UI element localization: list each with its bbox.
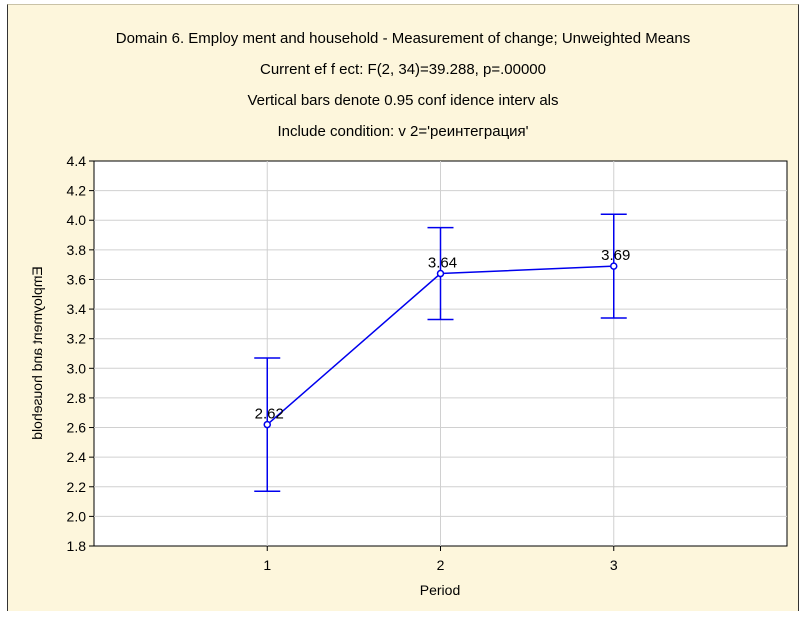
y-tick-label: 3.8 [67, 242, 87, 258]
x-tick-label: 2 [437, 557, 445, 573]
y-tick-label: 3.6 [67, 271, 87, 287]
data-labels: 2.62 3.64 3.69 [255, 247, 631, 422]
x-axis: 1 2 3 [263, 546, 618, 573]
data-points [263, 262, 618, 429]
y-tick-label: 3.0 [67, 360, 87, 376]
y-tick-label: 3.4 [67, 301, 87, 317]
chart-frame: Domain 6. Employ ment and household - Me… [7, 4, 799, 611]
y-axis-label: Employment and household [29, 266, 45, 440]
data-label: 3.64 [428, 255, 457, 272]
chart-subtitle-effect: Current ef f ect: F(2, 34)=39.288, p=.00… [259, 61, 546, 78]
data-point [263, 420, 271, 429]
grid-lines [94, 161, 787, 546]
chart-subtitle-condition: Include condition: v 2='реинтеграция' [277, 123, 529, 140]
data-label: 2.62 [255, 406, 284, 423]
y-tick-label: 2.2 [67, 479, 87, 495]
y-tick-label: 2.8 [67, 390, 87, 406]
x-tick-label: 1 [263, 557, 271, 573]
y-tick-label: 4.0 [67, 212, 87, 228]
y-tick-label: 4.2 [67, 183, 87, 199]
x-axis-label: Period [420, 582, 460, 598]
data-point [610, 262, 618, 270]
y-tick-label: 2.0 [67, 508, 87, 524]
x-tick-label: 3 [610, 557, 618, 573]
chart-subtitle-ci: Vertical bars denote 0.95 conf idence in… [247, 92, 559, 109]
y-tick-label: 2.6 [67, 420, 87, 436]
y-axis: 1.8 2.0 2.2 2.4 2.6 2.8 3.0 3.2 3.4 3.6 3.8 4.0 4.2 4… [67, 153, 94, 554]
line-chart: 1.8 2.0 2.2 2.4 2.6 2.8 3.0 3.2 3.4 3.6 3.8 4.0 4.2 4… [29, 153, 788, 598]
y-tick-label: 2.4 [67, 449, 87, 465]
data-point [436, 269, 445, 278]
data-label: 3.69 [601, 247, 630, 264]
y-tick-label: 4.4 [67, 153, 87, 169]
chart-title: Domain 6. Employ ment and household - Me… [115, 30, 691, 47]
y-tick-label: 1.8 [67, 538, 87, 554]
y-tick-label: 3.2 [67, 331, 87, 347]
